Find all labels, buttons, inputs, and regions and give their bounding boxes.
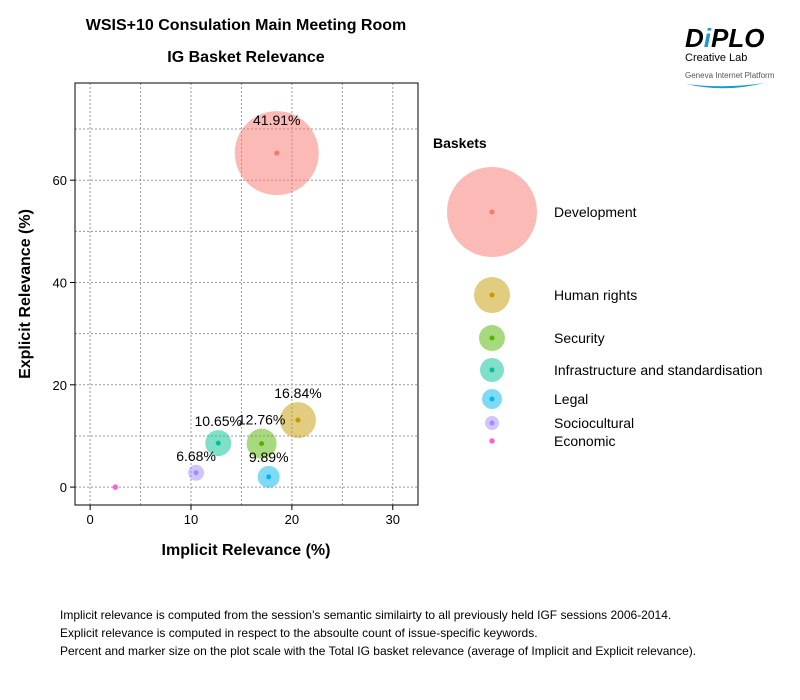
y-tick-label: 20 — [53, 378, 67, 393]
legend-key-center-3 — [489, 367, 495, 373]
legend-key-center-5 — [489, 420, 495, 426]
bubble-center-5 — [193, 470, 199, 476]
data-label: 41.91% — [253, 112, 300, 128]
legend-label: Security — [554, 330, 605, 346]
plot-frame — [74, 82, 419, 506]
logo-subtitle: Creative Lab — [685, 52, 747, 64]
legend-label: Infrastructure and standardisation — [554, 362, 763, 378]
legend-label: Economic — [554, 433, 615, 449]
bubble-center-0 — [274, 150, 280, 156]
y-axis-label: Explicit Relevance (%) — [17, 209, 34, 379]
note-explicit: Explicit relevance is computed in respec… — [60, 626, 538, 640]
chart-subtitle: IG Basket Relevance — [167, 49, 325, 66]
bubble-center-3 — [215, 440, 221, 446]
x-axis-label: Implicit Relevance (%) — [162, 542, 331, 559]
x-tick-label: 10 — [184, 512, 198, 527]
legend-label: Human rights — [554, 287, 637, 303]
legend-key-center-1 — [489, 292, 495, 298]
diplo-logo: DiPLO Creative Lab Geneva Internet Platf… — [685, 23, 775, 89]
legend-label: Development — [554, 204, 637, 220]
data-label: 9.89% — [249, 449, 289, 465]
logo-platform: Geneva Internet Platform — [685, 71, 775, 80]
bubble-center-6 — [112, 484, 118, 490]
legend-label: Legal — [554, 391, 588, 407]
data-label: 6.68% — [176, 448, 216, 464]
chart-title: WSIS+10 Consulation Main Meeting Room — [86, 17, 406, 34]
data-label: 10.65% — [195, 413, 242, 429]
note-implicit: Implicit relevance is computed from the … — [60, 608, 672, 622]
note-size: Percent and marker size on the plot scal… — [60, 644, 697, 658]
y-tick-label: 0 — [60, 480, 67, 495]
y-tick-label: 60 — [53, 173, 67, 188]
y-tick-label: 40 — [53, 275, 67, 290]
svg-text:DiPLO: DiPLO — [685, 23, 764, 53]
legend-key-center-2 — [489, 335, 495, 341]
legend-label: Sociocultural — [554, 415, 634, 431]
x-tick-label: 30 — [386, 512, 400, 527]
bubble-center-1 — [295, 417, 301, 423]
legend-key-center-0 — [489, 209, 495, 215]
legend-title: Baskets — [433, 135, 487, 151]
data-label: 16.84% — [274, 385, 321, 401]
x-tick-label: 0 — [87, 512, 94, 527]
x-tick-label: 20 — [285, 512, 299, 527]
legend-key-center-4 — [489, 396, 495, 402]
bubble-center-2 — [259, 441, 265, 447]
bubble-center-4 — [266, 474, 272, 480]
grid — [75, 83, 418, 505]
legend-key-center-6 — [489, 438, 495, 444]
data-label: 12.76% — [238, 412, 285, 428]
legend: Development Human rights Security Infrastru… — [447, 167, 763, 449]
